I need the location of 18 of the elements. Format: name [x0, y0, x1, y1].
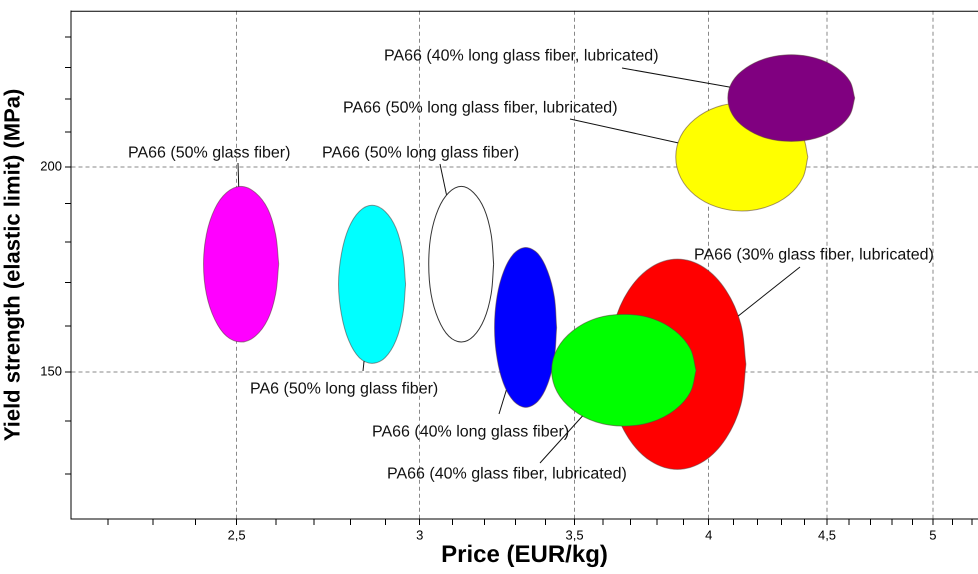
text: PA66 (50% long glass fiber): [322, 144, 520, 162]
x-tick-label: 3: [416, 527, 424, 542]
text: PA66 (50% long glass fiber, lubricated): [343, 99, 618, 116]
x-tick-label: 4: [705, 527, 712, 542]
x-tick-label: 3,5: [566, 527, 584, 542]
x-tick-label: 2,5: [228, 527, 246, 542]
text: PA66 (40% long glass fiber, lubricated): [384, 47, 659, 64]
y-tick-label: 200: [40, 158, 62, 174]
text: PA66 (40% long glass fiber): [372, 423, 570, 440]
text: PA6 (50% long glass fiber): [250, 380, 438, 398]
x-axis-title: Price (EUR/kg): [441, 541, 608, 568]
text: PA66 (40% glass fiber, lubricated): [387, 465, 627, 482]
y-axis-title: Yield strength (elastic limit) (MPa): [0, 88, 24, 442]
text: PA66 (50% glass fiber): [128, 144, 290, 162]
series-label: PA66 (30% glass fiber, lubricated): [694, 246, 934, 264]
x-tick-label: 4,5: [818, 527, 836, 542]
y-tick-label: 150: [40, 363, 62, 378]
x-tick-label: 5: [929, 527, 936, 542]
